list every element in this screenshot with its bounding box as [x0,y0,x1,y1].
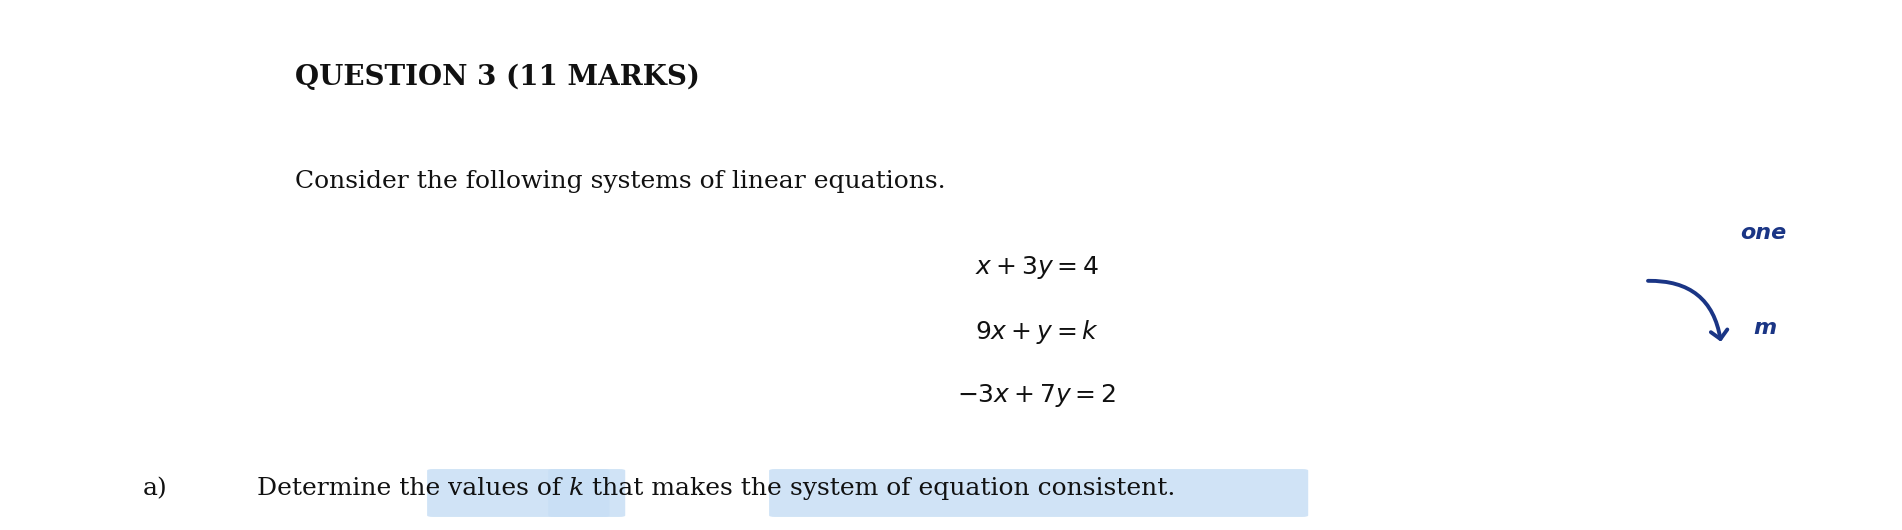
FancyArrowPatch shape [1647,281,1727,339]
Text: that makes the: that makes the [584,477,789,500]
Text: system of equation consistent.: system of equation consistent. [789,477,1175,500]
Text: QUESTION 3 (11 MARKS): QUESTION 3 (11 MARKS) [295,64,700,91]
Text: m: m [1754,318,1776,338]
Text: values of: values of [449,477,569,500]
FancyBboxPatch shape [428,469,626,517]
Text: $-3x + 7y = 2$: $-3x + 7y = 2$ [957,382,1116,409]
Text: $x + 3y = 4$: $x + 3y = 4$ [974,254,1099,281]
Text: $9x + y = k$: $9x + y = k$ [974,318,1099,346]
Text: one: one [1740,223,1786,243]
Text: Consider the following systems of linear equations.: Consider the following systems of linear… [295,170,945,192]
FancyBboxPatch shape [768,469,1309,517]
Text: a): a) [143,477,167,500]
Text: Determine the: Determine the [257,477,449,500]
Text: k: k [569,477,584,500]
FancyBboxPatch shape [548,469,609,517]
